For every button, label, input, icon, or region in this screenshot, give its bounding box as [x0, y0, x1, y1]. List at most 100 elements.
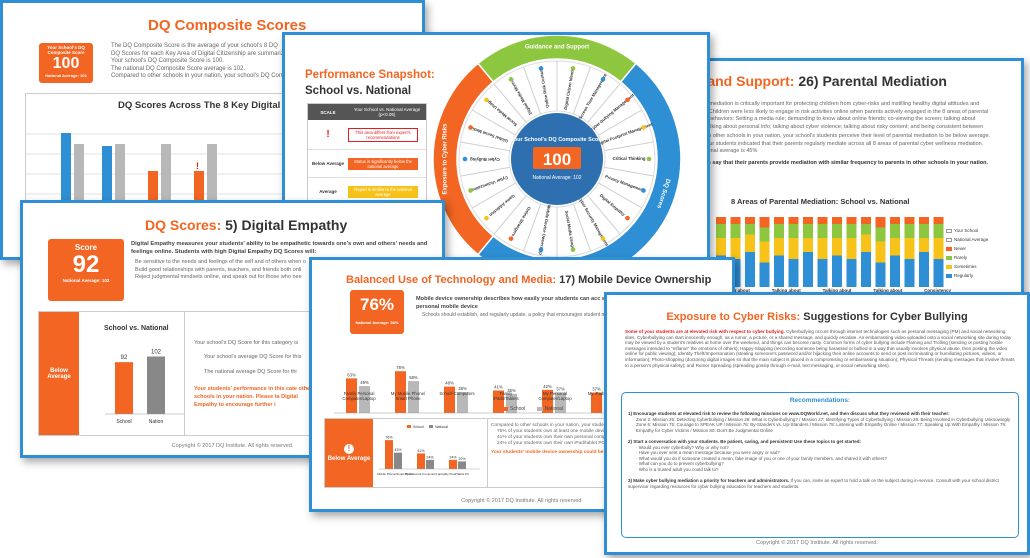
wheel-status-dot [484, 215, 489, 221]
recommendation: 3) Make cyber bullying mediation a prior… [628, 478, 1013, 489]
stacked-bar-segment [774, 238, 784, 256]
bar-category-label: School [116, 419, 131, 425]
card-cyber-bullying: Exposure to Cyber Risks: Suggestions for… [604, 292, 1030, 555]
bar-category-label: Nation [149, 419, 164, 425]
wheel-outer-label: Exposure to Cyber Risks [443, 123, 449, 195]
category-label: My Personal Computer/Laptop [538, 391, 572, 401]
topic-item: · Would you ever cyberbully? Why or why … [636, 444, 729, 450]
stacked-bar-segment [861, 234, 871, 252]
alert-icon: ! [344, 444, 354, 454]
bar-value-label: 76% [385, 436, 393, 440]
bar-value-label: 37% [556, 387, 565, 392]
wheel-status-dot [462, 156, 468, 162]
stacked-bar-segment [875, 217, 886, 228]
legend-item: Rarely [946, 253, 988, 262]
mini-bar [417, 453, 425, 469]
stacked-bar-segment [730, 259, 741, 287]
bar-value-label: 48% [445, 381, 454, 386]
bar [147, 356, 165, 414]
status-badge: Below Average [39, 312, 79, 435]
row-text: Report is similar to the national averag… [348, 185, 418, 198]
mini-bar [394, 452, 402, 469]
footer: Copyright © 2017 DQ Institute. All right… [756, 540, 878, 546]
legend-item: National [536, 406, 563, 412]
national-average: National Average: 102 [62, 278, 110, 283]
wheel-status-dot [600, 77, 606, 82]
stacked-bar-segment [933, 259, 944, 287]
score-box: Score 92 National Average: 102 [48, 239, 124, 301]
col-compare: Your School vs. National Average (p<0.05… [353, 107, 421, 117]
bold-summary: tudents say that their parents provide m… [691, 159, 989, 166]
score-value: 92 [72, 251, 100, 278]
stacked-bar-segment [904, 217, 915, 224]
bullet: Reject judgmental mindsets online, and s… [135, 274, 302, 280]
title-prefix: te and Support: [691, 73, 799, 89]
mini-bar [449, 459, 457, 469]
stacked-bar-segment [933, 224, 944, 238]
paragraph-line: % of your students indicated that their … [691, 140, 984, 147]
paragraph-line: arental mediation is critically importan… [691, 101, 980, 107]
title-suffix: 26) Parental Mediation [798, 73, 947, 89]
wheel-segment-label: Cyber Bullying [470, 157, 500, 162]
stacked-bar-segment [817, 238, 828, 259]
stacked-bar-segment [817, 217, 828, 224]
bar-value-label: 92 [121, 355, 128, 361]
stacked-bar-segment [716, 224, 726, 238]
stacked-bar-segment [890, 217, 900, 224]
stacked-bar-segment [933, 238, 944, 259]
exclamation-icon: ! [326, 129, 330, 140]
wheel-status-dot [508, 236, 514, 241]
legend-item: Regularly [946, 271, 988, 280]
stacked-bar-segment [730, 224, 741, 238]
bar-value-label: 24% [426, 455, 434, 459]
warning-text: Your students' mobile device ownership c… [491, 450, 642, 455]
stacked-bar-segment [803, 224, 813, 238]
stacked-bar-segment [846, 224, 857, 238]
bar-national [506, 393, 517, 413]
legend-label: Sometimes [954, 264, 977, 269]
stacked-bar-segment [933, 217, 944, 224]
bar-school [444, 386, 455, 413]
detail-text: Compared to other schools in your nation… [491, 423, 704, 428]
bar [115, 362, 133, 414]
category-label: Family iPads/Tablets [493, 391, 519, 401]
title-prefix: DQ Scores: [145, 217, 226, 233]
bar-school [346, 378, 357, 413]
page-title: te and Support: 26) Parental Mediation [691, 73, 947, 89]
stacked-bar-segment [832, 238, 842, 256]
status-label: Below Average [327, 456, 371, 462]
stacked-bar-segment [759, 262, 770, 287]
bar-value-label: 43% [394, 448, 402, 452]
title-suffix: 5) Digital Empathy [225, 217, 348, 233]
bar-national [457, 392, 468, 413]
topic-item: · What would you do if someone created a… [636, 455, 887, 461]
bullet: Build good relationships with parents, t… [135, 266, 302, 273]
stacked-bar-segment [774, 255, 784, 287]
bar [161, 144, 171, 254]
bar-school [542, 389, 553, 413]
category-label: Talking about [771, 288, 801, 293]
wheel-center-title: Your School's DQ Composite Score [511, 137, 604, 143]
bar-value-label: 76% [396, 365, 405, 370]
stacked-bar-segment [745, 224, 755, 235]
chart-legend: Your School National Average Never Rarel… [946, 226, 988, 280]
section-title: Recommendations: [789, 397, 851, 404]
stacked-bar-segment [904, 224, 915, 238]
stacked-bar-segment [803, 238, 813, 252]
legend-label: School [510, 406, 526, 412]
topic-item: · Who is a trusted adult you could talk … [636, 466, 719, 472]
page-title: DQ Composite Scores [148, 17, 307, 34]
legend-item: School [502, 406, 525, 412]
bar-school [493, 390, 504, 413]
bar-value-label: 42% [543, 384, 552, 389]
bar-national [555, 392, 566, 413]
score-box: 76% National Average: 58% [350, 290, 404, 334]
stacked-bar-segment [890, 224, 900, 238]
topic-item: · Have you ever sent a mean message beca… [636, 450, 780, 455]
stacked-bar-segment [716, 238, 726, 256]
chart-title: DQ Scores Across The 8 Key Digital Citiz… [118, 100, 326, 111]
stacked-bar-segment [803, 252, 813, 287]
bullet: Compared to other schools in your nation… [111, 73, 284, 79]
page-title: DQ Scores: 5) Digital Empathy [145, 217, 347, 233]
